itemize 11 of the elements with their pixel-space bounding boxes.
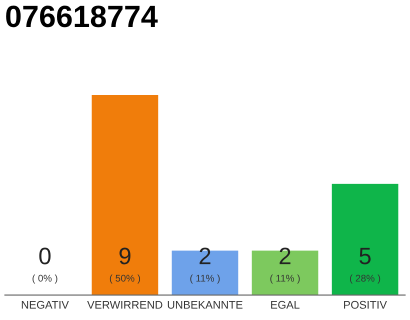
- chart-title: 076618774: [6, 6, 158, 28]
- data-label: 9 ( 50% ): [110, 248, 140, 284]
- x-tick-label: VERWIRREND: [87, 301, 162, 309]
- x-tick-label: EGAL: [271, 300, 300, 309]
- data-label: 0 ( 0% ): [32, 248, 58, 284]
- x-tick-label: UNBEKANNTE: [168, 301, 242, 309]
- x-tick-label: POSITIV: [344, 300, 387, 309]
- data-label: 5 ( 28% ): [350, 248, 380, 284]
- data-label: 2 ( 11% ): [270, 248, 300, 284]
- data-label: 2 ( 11% ): [190, 248, 220, 284]
- x-tick-label: NEGATIV: [22, 300, 69, 309]
